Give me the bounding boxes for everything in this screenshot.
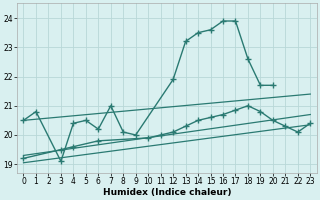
X-axis label: Humidex (Indice chaleur): Humidex (Indice chaleur) <box>103 188 231 197</box>
